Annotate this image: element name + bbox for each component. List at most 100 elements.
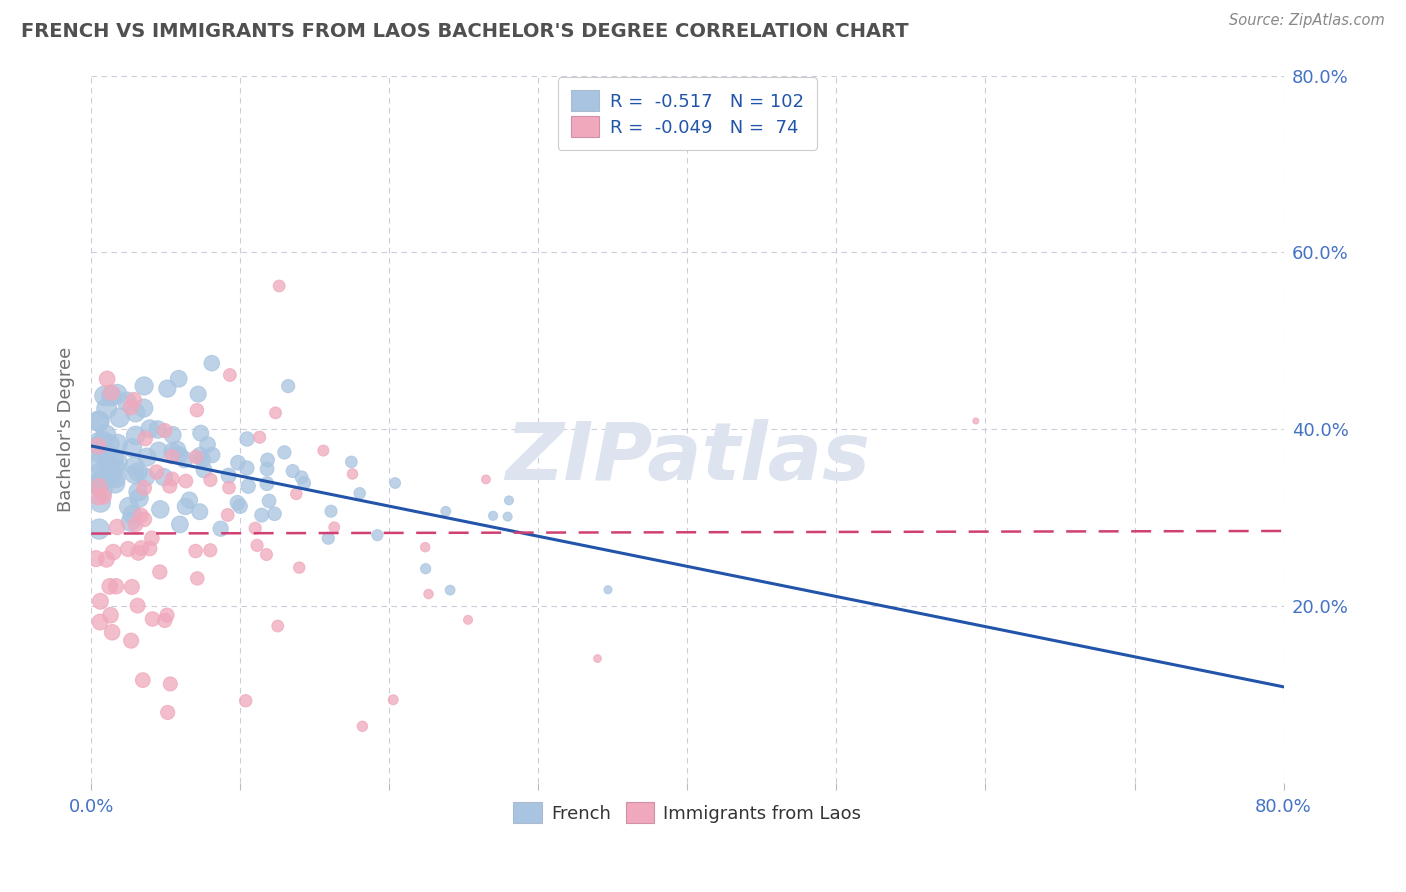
Point	[134, 432, 156, 446]
Point	[160, 450, 183, 464]
Point	[169, 517, 191, 532]
Point	[87, 414, 110, 428]
Point	[96, 457, 118, 471]
Point	[288, 560, 311, 574]
Point	[121, 508, 143, 522]
Point	[218, 481, 240, 495]
Point	[312, 443, 335, 458]
Point	[285, 487, 308, 501]
Point	[586, 651, 609, 665]
Point	[96, 372, 118, 386]
Point	[159, 677, 181, 691]
Point	[87, 476, 110, 491]
Point	[138, 541, 160, 556]
Point	[235, 694, 257, 708]
Point	[267, 619, 290, 633]
Point	[103, 545, 125, 559]
Point	[120, 401, 142, 415]
Point	[217, 508, 239, 522]
Point	[124, 467, 146, 482]
Point	[87, 414, 110, 428]
Point	[498, 493, 520, 508]
Point	[121, 441, 143, 455]
Point	[93, 434, 115, 449]
Point	[115, 394, 138, 409]
Point	[366, 528, 388, 542]
Point	[413, 540, 436, 554]
Point	[98, 437, 121, 451]
Point	[415, 562, 437, 576]
Point	[188, 505, 211, 519]
Point	[257, 494, 280, 508]
Point	[277, 379, 299, 393]
Point	[100, 468, 122, 483]
Point	[152, 470, 174, 484]
Point	[128, 491, 150, 505]
Point	[236, 432, 259, 446]
Point	[191, 452, 214, 467]
Point	[94, 389, 117, 403]
Point	[186, 403, 208, 417]
Point	[141, 612, 163, 626]
Point	[156, 706, 179, 720]
Point	[107, 455, 129, 469]
Point	[238, 479, 260, 493]
Point	[246, 538, 269, 552]
Text: FRENCH VS IMMIGRANTS FROM LAOS BACHELOR'S DEGREE CORRELATION CHART: FRENCH VS IMMIGRANTS FROM LAOS BACHELOR'…	[21, 22, 908, 41]
Point	[226, 456, 249, 470]
Point	[193, 463, 215, 477]
Point	[256, 462, 278, 476]
Point	[153, 614, 176, 628]
Point	[153, 424, 176, 438]
Point	[162, 428, 184, 442]
Point	[340, 455, 363, 469]
Point	[104, 471, 127, 485]
Point	[173, 452, 195, 467]
Point	[100, 385, 122, 400]
Point	[136, 450, 159, 464]
Point	[149, 565, 172, 579]
Point	[323, 520, 346, 534]
Point	[201, 356, 224, 370]
Point	[352, 719, 374, 733]
Point	[98, 457, 121, 471]
Point	[89, 594, 111, 608]
Point	[349, 486, 371, 500]
Point	[105, 387, 128, 401]
Point	[342, 467, 364, 481]
Point	[200, 543, 222, 558]
Point	[174, 474, 197, 488]
Point	[96, 552, 118, 566]
Point	[197, 437, 219, 451]
Point	[187, 387, 209, 401]
Point	[475, 472, 498, 486]
Point	[256, 476, 278, 491]
Point	[596, 582, 619, 597]
Point	[292, 475, 315, 490]
Point	[384, 476, 406, 491]
Point	[93, 489, 115, 503]
Point	[87, 490, 110, 504]
Point	[200, 473, 222, 487]
Point	[264, 406, 287, 420]
Point	[269, 279, 291, 293]
Point	[121, 580, 143, 594]
Point	[148, 443, 170, 458]
Point	[129, 508, 152, 523]
Point	[87, 479, 110, 493]
Point	[89, 615, 111, 629]
Point	[250, 508, 273, 523]
Point	[162, 444, 184, 458]
Point	[159, 479, 181, 493]
Point	[439, 583, 461, 598]
Point	[124, 517, 146, 532]
Point	[434, 504, 457, 518]
Point	[218, 468, 240, 483]
Point	[132, 401, 155, 416]
Point	[132, 379, 155, 393]
Point	[156, 608, 179, 623]
Point	[84, 551, 107, 566]
Point	[316, 531, 339, 545]
Point	[131, 541, 153, 555]
Point	[209, 522, 232, 536]
